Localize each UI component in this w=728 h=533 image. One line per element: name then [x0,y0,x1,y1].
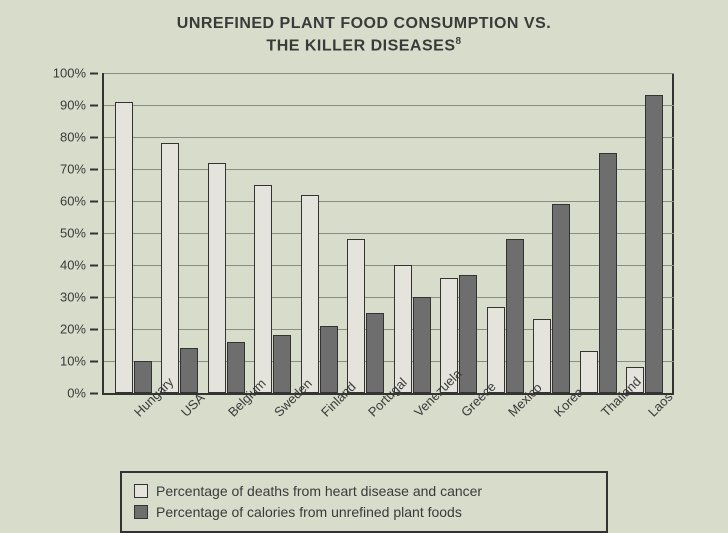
bar-calories [180,348,198,393]
bar-deaths [394,265,412,393]
bar-calories [366,313,384,393]
y-tick-label: 90% [60,97,104,112]
bar-group [436,73,483,393]
x-label: Mexico [481,403,528,481]
bar-group [622,73,669,393]
bar-deaths [347,239,365,393]
y-tick-label: 100% [53,65,104,80]
bar-deaths [161,143,179,393]
bar-deaths [254,185,272,393]
bar-calories [320,326,338,393]
bar-group [389,73,436,393]
y-tick-label: 30% [60,289,104,304]
bar-calories [134,361,152,393]
bar-group [343,73,390,393]
legend-item-deaths: Percentage of deaths from heart disease … [134,481,594,502]
bar-group [110,73,157,393]
bar-calories [506,239,524,393]
bar-group [250,73,297,393]
bar-group [203,73,250,393]
title-superscript: 8 [456,36,462,47]
bars-container [104,73,674,393]
x-axis-labels: HungaryUSABelgiumSwedenFinlandPortugalVe… [102,403,674,481]
bar-calories [552,204,570,393]
bar-calories [599,153,617,393]
bar-group [296,73,343,393]
bar-deaths [208,163,226,393]
x-label: Laos [621,403,668,481]
x-label: Hungary [108,403,155,481]
title-line2: THE KILLER DISEASES [266,37,455,54]
bar-group [157,73,204,393]
plot-area: 0%10%20%30%40%50%60%70%80%90%100% [102,73,674,395]
bar-group [482,73,529,393]
bar-calories [413,297,431,393]
bar-calories [645,95,663,393]
x-label: Thailand [575,403,622,481]
bar-calories [227,342,245,393]
legend-label-deaths: Percentage of deaths from heart disease … [156,481,482,502]
x-label: Finland [295,403,342,481]
chart-area: 0%10%20%30%40%50%60%70%80%90%100% Hungar… [42,65,696,395]
x-label: Korea [528,403,575,481]
x-label: Belgium [201,403,248,481]
y-tick-label: 0% [67,385,104,400]
y-tick-label: 50% [60,225,104,240]
y-tick-label: 40% [60,257,104,272]
y-tick-label: 80% [60,129,104,144]
bar-deaths [301,195,319,393]
y-tick-label: 20% [60,321,104,336]
bar-deaths [580,351,598,393]
chart-title: UNREFINED PLANT FOOD CONSUMPTION VS. THE… [24,14,704,57]
x-label: Portugal [341,403,388,481]
y-tick-label: 70% [60,161,104,176]
x-label: Sweden [248,403,295,481]
y-tick-label: 10% [60,353,104,368]
legend-swatch-calories [134,505,148,519]
bar-deaths [115,102,133,393]
bar-calories [273,335,291,393]
y-tick-label: 60% [60,193,104,208]
title-line1: UNREFINED PLANT FOOD CONSUMPTION VS. [177,15,551,32]
x-label: USA [155,403,202,481]
legend-swatch-deaths [134,484,148,498]
x-label: Venezuela [388,403,435,481]
bar-group [575,73,622,393]
x-label: Greece [435,403,482,481]
bar-group [529,73,576,393]
